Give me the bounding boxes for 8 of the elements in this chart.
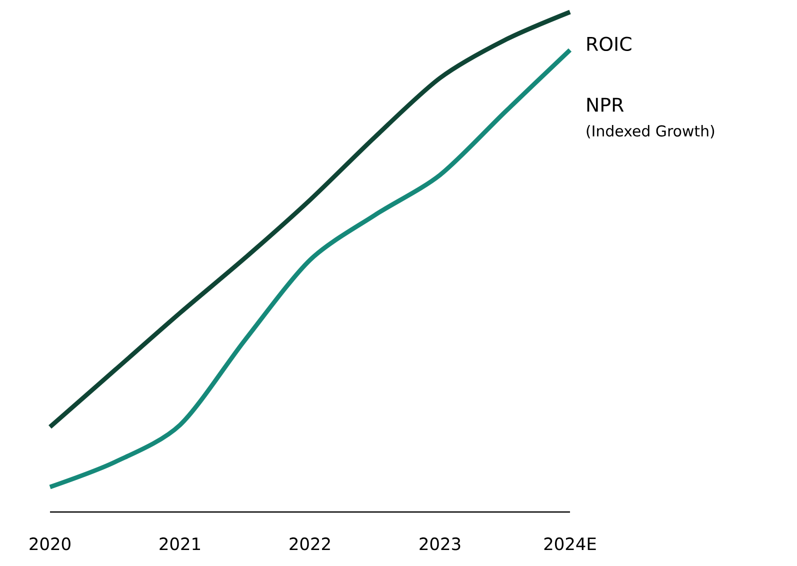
- x-tick-label: 2020: [30, 537, 70, 550]
- series-label: ROIC: [587, 36, 632, 52]
- x-tick-label: 2021: [160, 537, 200, 550]
- text: (Indexed Growth): [586, 125, 714, 138]
- x-tick-label: 2024E: [544, 537, 596, 550]
- x-tick-label: 2023: [420, 537, 460, 550]
- x-tick-label: 2022: [290, 537, 330, 550]
- text: NPR: [587, 98, 624, 112]
